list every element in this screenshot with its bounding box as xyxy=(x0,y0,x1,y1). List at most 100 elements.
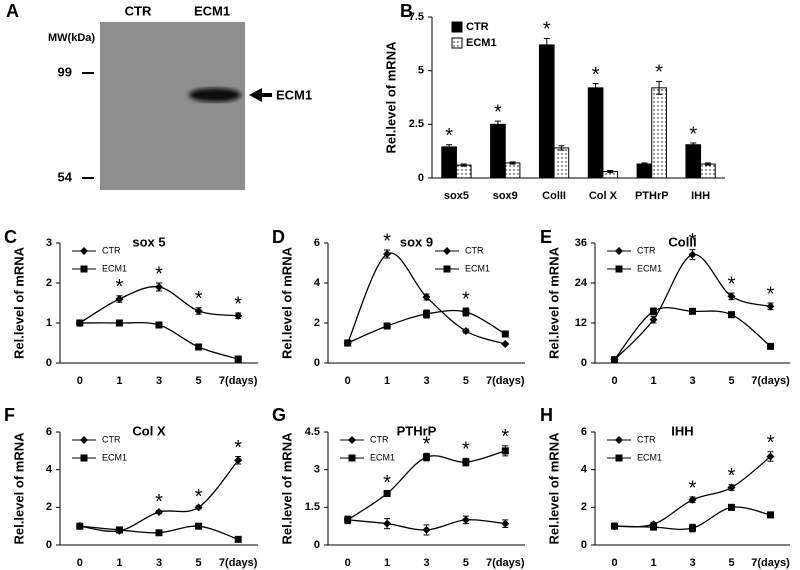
y-tick-label: 3 xyxy=(46,237,52,249)
x-tick-label: 0 xyxy=(77,557,83,569)
y-axis-label: Rel.level of mRNA xyxy=(383,41,398,154)
point xyxy=(383,490,391,498)
x-tick-label: 3 xyxy=(423,375,429,387)
point xyxy=(767,342,774,350)
mw-marker: 99 xyxy=(58,64,72,79)
point xyxy=(501,340,510,348)
point xyxy=(115,295,124,303)
line xyxy=(79,286,239,324)
x-tick-label: 1 xyxy=(116,375,122,387)
legend-marker xyxy=(348,436,356,444)
line xyxy=(613,306,771,361)
x-tick-label: 7(days) xyxy=(219,375,258,387)
legend-label: ECM1 xyxy=(637,263,662,273)
chart-panel: F Col X Rel.level of mRNA 0 2 4 6 0 1 3 5 7(days) CT… xyxy=(4,405,258,569)
y-tick-label: 0 xyxy=(581,357,587,369)
x-tick-label: 3 xyxy=(689,375,695,387)
significance-mark: * xyxy=(445,125,453,147)
point xyxy=(155,508,163,517)
mw-title: MW(kDa) xyxy=(48,32,95,44)
x-tick-label: 5 xyxy=(463,375,469,387)
y-tick-label: 6 xyxy=(314,237,320,249)
bar xyxy=(441,146,457,179)
mw-marker: 54 xyxy=(58,169,73,184)
legend-label: ECM1 xyxy=(102,452,127,462)
x-tick-label: 7(days) xyxy=(751,375,790,387)
x-tick-label: 5 xyxy=(196,557,202,569)
point xyxy=(689,524,696,532)
error-bar xyxy=(543,37,550,52)
point xyxy=(688,250,697,259)
panel-letter: E xyxy=(540,227,552,247)
point xyxy=(422,525,431,534)
x-tick-label: 0 xyxy=(611,375,617,387)
significance-mark: * xyxy=(655,62,663,84)
error-bar xyxy=(704,162,711,166)
point xyxy=(501,330,509,338)
legend-label: CTR xyxy=(466,21,489,33)
x-tick-label: 1 xyxy=(116,557,122,569)
bar xyxy=(636,163,653,179)
y-axis-label: Rel.level of mRNA xyxy=(11,432,26,545)
significance-mark: * xyxy=(767,283,775,305)
legend-marker xyxy=(80,454,88,462)
lane-label: ECM1 xyxy=(194,3,230,18)
point xyxy=(234,311,243,320)
y-axis-label: Rel.level of mRNA xyxy=(279,432,294,545)
x-tick-label: 0 xyxy=(345,557,351,569)
x-tick-label: 5 xyxy=(463,557,469,569)
point xyxy=(155,529,163,537)
legend-marker xyxy=(615,454,623,462)
x-tick-label: 7(days) xyxy=(751,557,790,569)
error-bar xyxy=(460,163,467,167)
y-axis-label: Rel.level of mRNA xyxy=(546,432,561,545)
y-axis-label: Rel.level of mRNA xyxy=(279,246,294,359)
point xyxy=(344,339,352,347)
significance-mark: * xyxy=(155,491,163,513)
x-tick-label: IHH xyxy=(691,190,710,202)
point xyxy=(461,327,470,335)
y-tick-label: 1 xyxy=(46,317,52,329)
point xyxy=(649,315,658,324)
point xyxy=(234,355,242,363)
chart-title: sox 9 xyxy=(400,234,433,249)
x-tick-label: 5 xyxy=(196,375,202,387)
y-tick-label: 24 xyxy=(575,277,588,289)
y-tick-label: 7.5 xyxy=(409,11,424,23)
lane-label: CTR xyxy=(125,3,152,18)
point xyxy=(234,535,242,543)
point xyxy=(344,516,352,524)
point xyxy=(76,522,84,530)
significance-mark: * xyxy=(155,263,163,285)
panel-letter: D xyxy=(272,227,285,247)
x-tick-label: sox9 xyxy=(493,190,518,202)
y-tick-label: 2.5 xyxy=(409,118,424,130)
x-tick-label: 5 xyxy=(728,375,734,387)
legend-marker xyxy=(615,436,623,444)
panel-letter: F xyxy=(4,405,15,425)
chart-title: ColII xyxy=(668,234,696,249)
y-tick-label: 4 xyxy=(46,464,53,476)
legend-label: ECM1 xyxy=(466,37,497,49)
bar xyxy=(504,162,521,179)
y-tick-label: 4 xyxy=(314,277,321,289)
y-axis-label: Rel.level of mRNA xyxy=(546,246,561,359)
x-tick-label: 1 xyxy=(650,375,656,387)
legend-label: ECM1 xyxy=(370,452,395,462)
point xyxy=(688,495,697,504)
legend-swatch xyxy=(451,37,463,49)
x-tick-label: sox5 xyxy=(444,190,469,202)
bar xyxy=(700,163,716,179)
y-tick-label: 6 xyxy=(581,426,587,438)
significance-mark: * xyxy=(234,293,242,315)
legend-label: CTR xyxy=(102,434,121,444)
significance-mark: * xyxy=(116,276,124,298)
significance-mark: * xyxy=(423,434,431,456)
panel-letter: A xyxy=(6,1,19,21)
significance-mark: * xyxy=(592,64,600,86)
legend-marker xyxy=(80,247,88,255)
point xyxy=(115,319,123,327)
point xyxy=(727,483,736,492)
panel-letter: C xyxy=(4,227,17,247)
